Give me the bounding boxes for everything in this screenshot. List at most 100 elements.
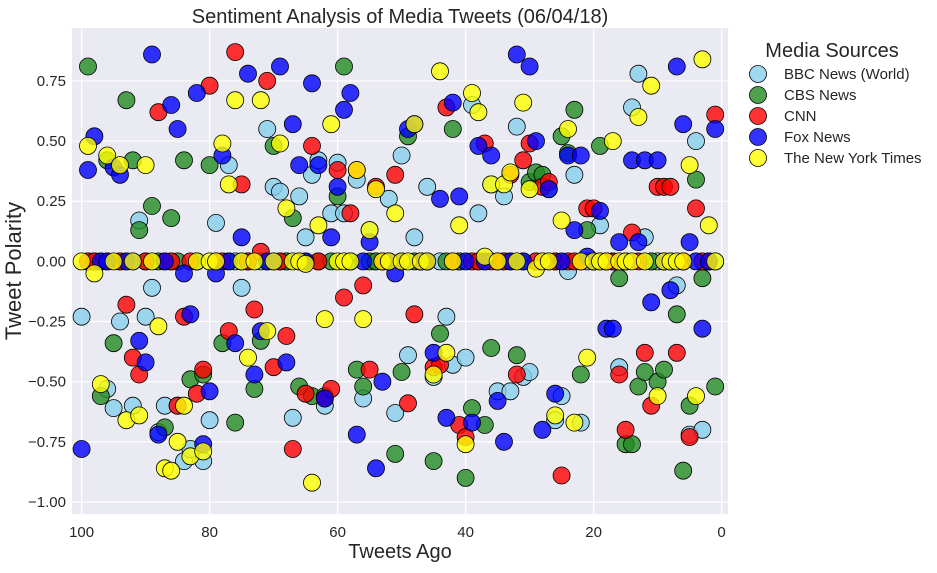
data-point [72, 307, 91, 326]
data-point [450, 216, 469, 235]
data-point [194, 360, 213, 379]
data-point [546, 406, 565, 425]
data-point [303, 473, 321, 492]
data-point [603, 132, 622, 151]
data-point [571, 365, 590, 384]
data-point [162, 209, 181, 228]
data-point [431, 62, 449, 81]
data-point [456, 435, 475, 454]
data-point [283, 408, 302, 427]
data-point [591, 201, 609, 220]
chart-title: Sentiment Analysis of Media Tweets (06/0… [192, 6, 609, 28]
data-point [507, 346, 526, 365]
data-point [507, 45, 526, 64]
data-point [315, 310, 334, 329]
data-point [610, 233, 629, 252]
data-point [437, 307, 456, 326]
data-point [610, 269, 629, 288]
data-point [226, 43, 245, 61]
data-point [194, 442, 213, 461]
data-point [629, 233, 648, 252]
data-point [296, 384, 315, 403]
data-point [418, 177, 437, 196]
data-points [72, 43, 725, 492]
data-point [450, 187, 469, 206]
data-point [303, 74, 321, 93]
data-point [296, 254, 315, 273]
data-point [226, 334, 245, 353]
legend-label: BBC News (World) [784, 66, 910, 83]
data-point [482, 339, 501, 357]
data-point [405, 115, 424, 134]
data-point [687, 199, 705, 218]
data-point [335, 288, 353, 307]
data-point [98, 146, 117, 165]
data-point [687, 132, 705, 151]
data-point [424, 452, 443, 471]
data-point [354, 276, 373, 295]
data-point [386, 165, 405, 184]
data-point [258, 72, 277, 90]
data-point [111, 156, 129, 175]
data-point [693, 319, 712, 338]
data-point [79, 57, 97, 76]
data-point [565, 413, 584, 432]
data-point [463, 413, 481, 432]
data-point [706, 377, 725, 396]
data-point [149, 317, 168, 336]
data-point [104, 399, 123, 418]
data-point [693, 269, 712, 288]
y-tick-labels: 0.75 0.50 0.25 0.00 −0.25 −0.50 −0.75 −1.00 [28, 73, 66, 511]
data-point [488, 252, 507, 271]
data-point [514, 93, 533, 112]
data-point [162, 461, 181, 480]
data-point [680, 156, 699, 175]
data-point [322, 228, 341, 247]
data-point [104, 334, 123, 353]
data-point [373, 372, 392, 391]
data-point [296, 228, 315, 247]
data-point [168, 120, 187, 138]
legend: Media Sources BBC News (World) CBS News CN… [749, 40, 922, 167]
data-point [232, 278, 251, 297]
data-point [271, 134, 289, 153]
data-point [578, 348, 597, 367]
series-4 [72, 50, 725, 492]
data-point [693, 50, 712, 69]
data-point [290, 187, 309, 206]
x-tick-labels: 100 80 60 40 20 0 [69, 524, 726, 541]
data-point [251, 91, 270, 110]
data-point [514, 151, 533, 170]
data-point [706, 252, 725, 271]
data-point [341, 84, 360, 102]
data-point [424, 365, 443, 384]
data-point [501, 382, 520, 401]
legend-marker [749, 86, 767, 104]
data-point [648, 387, 667, 406]
legend-marker [749, 149, 767, 167]
data-point [111, 312, 129, 331]
data-point [539, 252, 558, 271]
data-point [328, 161, 347, 179]
data-point [283, 440, 302, 458]
data-point [456, 468, 475, 487]
data-point [392, 146, 411, 165]
data-point [661, 177, 680, 196]
data-point [130, 221, 149, 240]
data-point [706, 120, 725, 138]
y-tick-label: 0.75 [37, 73, 66, 90]
data-point [655, 360, 673, 379]
data-point [437, 343, 456, 362]
data-point [341, 204, 360, 223]
x-tick-label: 60 [329, 524, 346, 541]
data-point [443, 93, 462, 112]
legend-marker [749, 128, 767, 146]
data-point [72, 252, 91, 271]
data-point [309, 216, 328, 235]
data-point [501, 163, 520, 182]
data-point [104, 252, 123, 271]
data-point [200, 411, 219, 430]
data-point [213, 134, 232, 153]
data-point [443, 120, 462, 138]
data-point [469, 103, 488, 122]
